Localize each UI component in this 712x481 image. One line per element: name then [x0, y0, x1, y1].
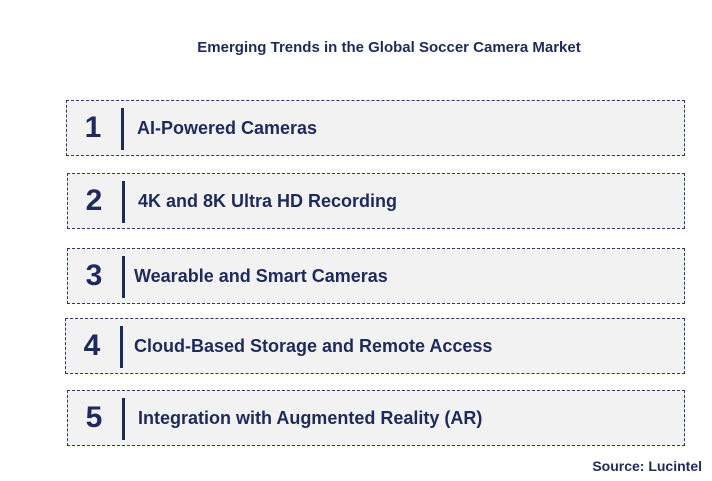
trend-label: 4K and 8K Ultra HD Recording [138, 190, 398, 211]
trend-label: Integration with Augmented Reality (AR) [138, 407, 483, 428]
trend-item-5: 5 Integration with Augmented Reality (AR… [67, 390, 685, 446]
divider-bar [120, 326, 123, 368]
trend-number: 5 [85, 401, 103, 434]
trend-number: 2 [85, 184, 103, 217]
divider-bar [122, 256, 125, 298]
trend-number: 1 [84, 111, 102, 144]
source-note: Source: Lucintel [592, 458, 702, 474]
divider-bar [121, 108, 124, 150]
divider-bar [122, 181, 125, 223]
trend-label: Wearable and Smart Cameras [134, 265, 388, 286]
trend-item-2: 2 4K and 8K Ultra HD Recording [67, 173, 685, 229]
trend-item-3: 3 Wearable and Smart Cameras [67, 248, 685, 304]
trend-number: 4 [83, 329, 101, 362]
trend-item-1: 1 AI-Powered Cameras [66, 100, 685, 156]
trend-item-4: 4 Cloud-Based Storage and Remote Access [65, 318, 685, 374]
trend-label: AI-Powered Cameras [137, 117, 318, 138]
diagram-title: Emerging Trends in the Global Soccer Cam… [197, 39, 581, 56]
divider-bar [122, 398, 125, 440]
trend-label: Cloud-Based Storage and Remote Access [134, 335, 493, 356]
trend-number: 3 [85, 259, 103, 292]
